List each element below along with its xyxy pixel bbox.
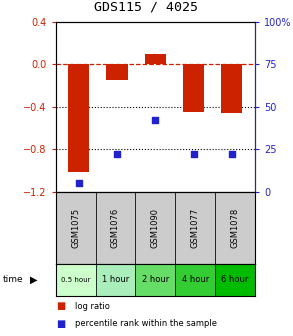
Point [76,180,81,186]
Point [153,118,158,123]
Text: log ratio: log ratio [75,302,110,311]
Text: percentile rank within the sample: percentile rank within the sample [75,319,217,328]
Bar [68,64,89,172]
Text: GSM1076: GSM1076 [111,208,120,248]
Bar [56,264,96,296]
Text: 0.5 hour: 0.5 hour [61,277,90,283]
Bar [175,264,215,296]
Text: ■: ■ [56,301,65,311]
Bar [135,192,175,264]
Point [115,152,119,157]
Point [191,152,196,157]
Bar [135,264,175,296]
Bar [175,192,215,264]
Text: GSM1075: GSM1075 [71,208,80,248]
Text: 6 hour: 6 hour [221,275,249,284]
Text: 2 hour: 2 hour [142,275,169,284]
Bar [145,54,166,64]
Bar [96,264,135,296]
Text: GDS115 / 4025: GDS115 / 4025 [95,0,198,13]
Bar [106,64,127,80]
Text: ■: ■ [56,319,65,329]
Bar [222,64,243,113]
Text: 4 hour: 4 hour [181,275,209,284]
Bar [183,64,204,112]
Bar [215,192,255,264]
Text: GSM1078: GSM1078 [231,208,239,248]
Text: GSM1090: GSM1090 [151,208,160,248]
Bar [56,192,96,264]
Point [230,152,234,157]
Bar [96,192,135,264]
Text: 1 hour: 1 hour [102,275,129,284]
Text: GSM1077: GSM1077 [191,208,200,248]
Text: time: time [3,275,23,284]
Text: ▶: ▶ [30,275,38,285]
Bar [215,264,255,296]
